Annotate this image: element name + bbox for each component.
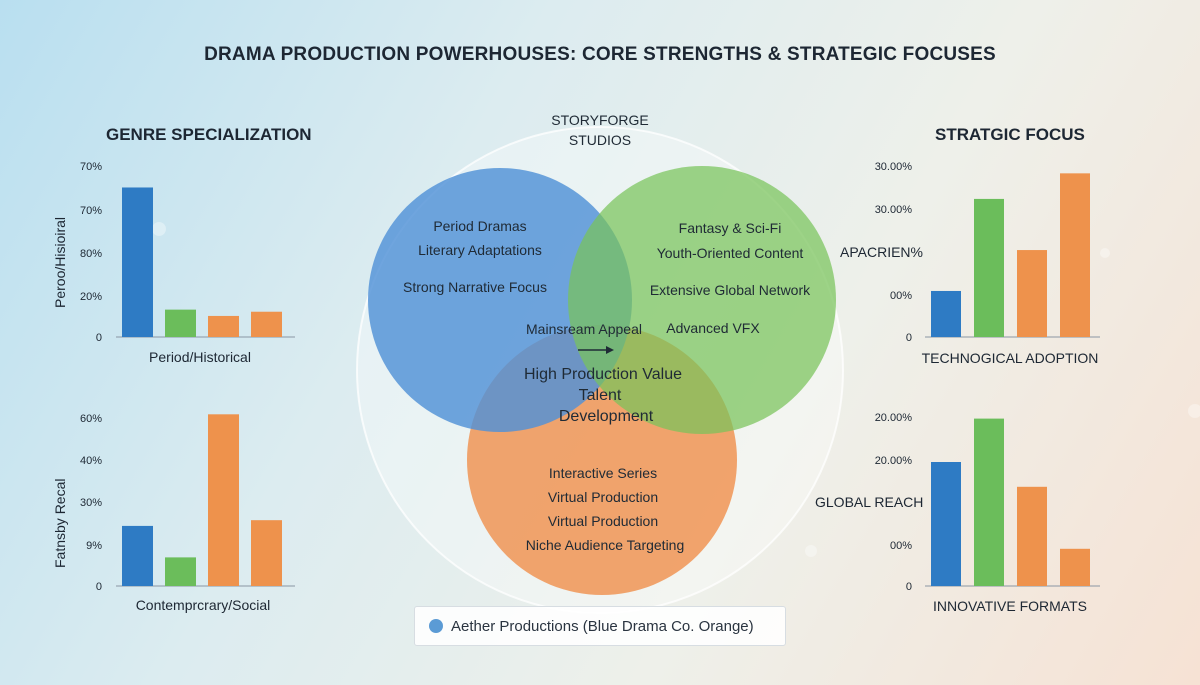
center-item: Talent [578, 387, 622, 404]
center-arrow-head-icon [606, 346, 614, 354]
chart-formats-xlabel: INNOVATIVE FORMATS [932, 598, 1087, 614]
right-section-title: STRATGIC FOCUS [935, 125, 1085, 144]
orange-item: Virtual Production [547, 513, 659, 529]
y-tick-label: 60% [80, 413, 102, 425]
bar [1017, 250, 1047, 337]
green-item: Extensive Global Network [649, 282, 811, 298]
bar [974, 198, 1004, 337]
y-tick-label: 00% [890, 290, 912, 302]
bar [251, 311, 282, 337]
y-tick-label: 0 [906, 332, 912, 344]
y-tick-label: 70% [80, 161, 102, 173]
bar [208, 315, 239, 337]
green-item: Youth-Oriented Content [656, 245, 804, 261]
bar [1060, 173, 1090, 337]
blue-item: Literary Adaptations [418, 242, 542, 258]
y-tick-label: 40% [80, 455, 102, 467]
legend-dot-icon [429, 619, 443, 633]
y-tick-label: 20% [80, 291, 102, 303]
blue-item: Period Dramas [433, 218, 527, 234]
bar [122, 187, 153, 337]
chart-technology-sidelabel: APACRIEN% [840, 244, 923, 260]
bar [974, 418, 1004, 586]
bar [931, 290, 961, 337]
y-tick-label: 0 [96, 581, 102, 593]
orange-item: Virtual Production [547, 489, 659, 505]
center-item: Development [558, 408, 654, 425]
bar [165, 309, 196, 337]
green-item: Advanced VFX [666, 320, 760, 336]
legend: Aether Productions (Blue Drama Co. Orang… [414, 606, 786, 646]
bar [931, 462, 961, 586]
legend-text: Aether Productions (Blue Drama Co. Orang… [451, 617, 754, 635]
bokeh-dot [1100, 248, 1110, 258]
y-tick-label: 80% [80, 248, 102, 260]
orange-item: Interactive Series [548, 465, 658, 481]
y-tick-label: 20.00% [875, 455, 913, 467]
chart-technology-xlabel: TECHNOGICAL ADOPTION [921, 350, 1099, 366]
bar [251, 520, 282, 586]
bokeh-dot [805, 545, 817, 557]
storyforge-label-line2: STUDIOS [568, 132, 632, 148]
blue-item: Strong Narrative Focus [403, 279, 547, 295]
center-item: High Production Value [523, 366, 683, 383]
bar [1060, 548, 1090, 586]
y-tick-label: 30% [80, 497, 102, 509]
center-item: Mainsream Appeal [526, 321, 642, 337]
storyforge-label-line1: STORYFORGE [551, 112, 649, 128]
bokeh-dot [152, 222, 166, 236]
y-tick-label: 20.00% [875, 412, 913, 424]
page-title: DRAMA PRODUCTION POWERHOUSES: CORE STREN… [204, 44, 996, 65]
y-tick-label: 0 [96, 332, 102, 344]
orange-item: Niche Audience Targeting [525, 537, 685, 553]
venn-circle-blue [368, 168, 632, 432]
y-tick-label: 30.00% [875, 204, 913, 216]
y-tick-label: 0 [906, 581, 912, 593]
y-tick-label: 70% [80, 205, 102, 217]
y-tick-label: 30.00% [875, 161, 913, 173]
green-item: Fantasy & Sci-Fi [678, 220, 782, 236]
bokeh-dot [1188, 404, 1200, 418]
chart-period-xlabel: Period/Historical [149, 349, 251, 365]
bar [1017, 486, 1047, 586]
chart-contemporary-xlabel: Contemprcrary/Social [135, 597, 271, 613]
bar [165, 557, 196, 586]
bar [208, 414, 239, 586]
left-section-title: GENRE SPECIALIZATION [106, 125, 312, 144]
venn-circle-green [568, 166, 836, 434]
bar [122, 525, 153, 586]
y-tick-label: 9% [86, 540, 102, 552]
chart-formats-sidelabel: GLOBAL REACH [815, 494, 924, 510]
y-tick-label: 00% [890, 540, 912, 552]
